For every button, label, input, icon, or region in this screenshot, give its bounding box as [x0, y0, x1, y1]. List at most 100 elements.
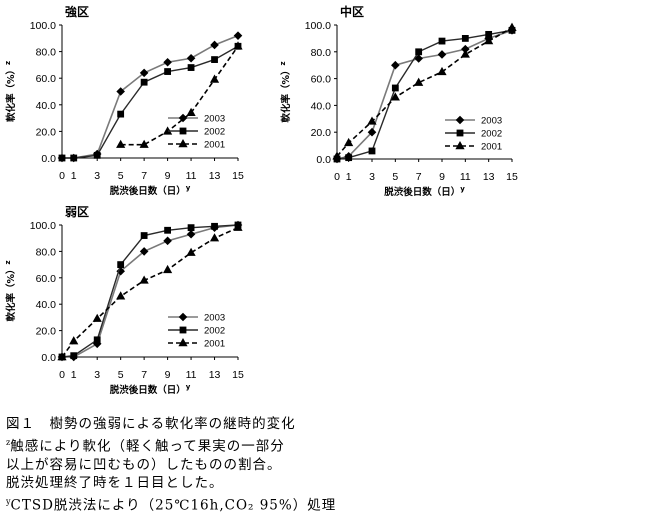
- x-tick-label: 11: [186, 369, 197, 381]
- legend-label-2003: 2003: [204, 313, 225, 324]
- data-point-2003: [116, 87, 125, 96]
- data-point-2001: [139, 275, 149, 284]
- data-point-2003: [210, 40, 219, 50]
- series-line-2002: [61, 224, 239, 358]
- data-point-2002: [461, 35, 469, 42]
- data-point-2001: [186, 247, 196, 256]
- data-point-2002: [58, 154, 66, 162]
- y-tick-label: 100.0: [30, 20, 56, 32]
- x-axis-label-note: y: [186, 383, 191, 391]
- data-point-2002: [93, 151, 101, 159]
- x-tick-label: 5: [118, 170, 124, 182]
- chart-title: 中区: [340, 4, 364, 19]
- data-point-2003: [233, 31, 243, 40]
- y-tick-label: 60.0: [311, 74, 332, 86]
- data-point-2002: [70, 352, 78, 360]
- data-point-2002: [93, 336, 101, 344]
- x-tick-label: 7: [141, 170, 147, 182]
- y-tick-label: 0.0: [41, 153, 56, 165]
- data-point-2003: [391, 60, 400, 70]
- data-point-2002: [164, 226, 171, 234]
- data-point-2001: [233, 41, 243, 50]
- x-tick-label: 7: [416, 171, 422, 183]
- data-point-2001: [437, 66, 447, 76]
- data-point-2002: [117, 110, 125, 118]
- data-point-2002: [345, 154, 353, 162]
- data-point-2001: [460, 49, 470, 58]
- y-tick-label: 60.0: [36, 73, 57, 85]
- legend-label-2003: 2003: [481, 116, 502, 127]
- caption-line-2: z触感により軟化（軽く触って果実の一部分: [6, 434, 426, 456]
- x-tick-label: 3: [94, 369, 100, 381]
- data-point-2002: [211, 56, 218, 63]
- data-point-2001: [69, 336, 79, 345]
- legend: 2003 2002 2001: [168, 313, 225, 350]
- y-tick-label: 80.0: [36, 246, 57, 258]
- data-point-2001: [344, 137, 354, 147]
- legend-label-2001: 2001: [481, 142, 502, 153]
- series-2001: [332, 22, 517, 160]
- legend-marker-2001: [455, 141, 465, 150]
- x-tick-label: 3: [94, 170, 100, 182]
- legend-marker-2002: [179, 326, 187, 334]
- y-tick-label: 80.0: [311, 47, 332, 59]
- x-tick-label: 0: [59, 369, 65, 381]
- x-tick-label: 1: [71, 369, 77, 381]
- x-tick-label: 15: [232, 369, 244, 381]
- legend-label-2002: 2002: [481, 129, 502, 140]
- caption-line-1: 図１ 樹勢の強弱による軟化率の継時的変化: [6, 416, 296, 432]
- data-point-2002: [187, 64, 195, 71]
- x-axis-label: 脱渋後日数（日）y: [110, 383, 191, 396]
- series-2002: [58, 221, 242, 361]
- data-point-2002: [140, 232, 148, 239]
- y-tick-label: 60.0: [36, 273, 57, 285]
- y-tick-label: 100.0: [305, 20, 331, 32]
- data-point-2003: [367, 127, 377, 137]
- y-tick-label: 80.0: [36, 47, 57, 59]
- data-point-2001: [139, 139, 149, 148]
- data-point-2001: [367, 116, 377, 125]
- x-tick-label: 13: [209, 369, 221, 381]
- legend-label-2003: 2003: [204, 114, 225, 125]
- data-point-2001: [233, 222, 243, 231]
- x-tick-label: 0: [334, 171, 340, 183]
- data-point-2001: [116, 291, 126, 300]
- data-point-2002: [70, 154, 78, 162]
- x-tick-label: 13: [209, 170, 221, 182]
- y-tick-label: 20.0: [36, 126, 57, 138]
- y-tick-label: 40.0: [311, 100, 332, 112]
- data-point-2001: [57, 352, 67, 361]
- data-point-2001: [507, 22, 517, 31]
- series-line-2002: [336, 29, 513, 160]
- x-axis-label-note: y: [460, 185, 465, 193]
- data-point-2002: [164, 68, 171, 75]
- y-axis-label: 軟化率（%）z: [279, 61, 292, 122]
- caption-line-4: 脱渋処理終了時を１日目とした。: [6, 475, 224, 491]
- x-tick-label: 9: [165, 170, 171, 182]
- data-point-2003: [139, 68, 149, 78]
- data-point-2001: [390, 92, 400, 101]
- x-tick-label: 9: [165, 369, 171, 381]
- legend-marker-2001: [178, 139, 188, 148]
- data-point-2003: [414, 54, 423, 63]
- x-tick-label: 11: [460, 171, 471, 183]
- caption-line-5: yCTSD脱渋法により（25℃16h,CO₂ 95%）処理: [6, 493, 426, 515]
- series-2001: [57, 222, 243, 361]
- x-tick-label: 11: [186, 170, 197, 182]
- data-point-2001: [414, 77, 424, 86]
- y-axis-label-note: z: [4, 61, 12, 65]
- y-tick-label: 40.0: [36, 100, 57, 112]
- data-point-2003: [163, 57, 172, 67]
- data-point-2001: [209, 74, 220, 83]
- legend-label-2001: 2001: [204, 339, 225, 350]
- x-tick-label: 15: [232, 170, 244, 182]
- x-axis-label-note: y: [186, 184, 191, 192]
- series-line-2003: [62, 224, 239, 358]
- legend-label-2002: 2002: [204, 127, 225, 138]
- caption-line-3: 以上が容易に凹むもの）したものの割合。: [6, 456, 282, 473]
- legend-marker-2001: [178, 338, 188, 347]
- y-axis-label-note: z: [279, 61, 287, 65]
